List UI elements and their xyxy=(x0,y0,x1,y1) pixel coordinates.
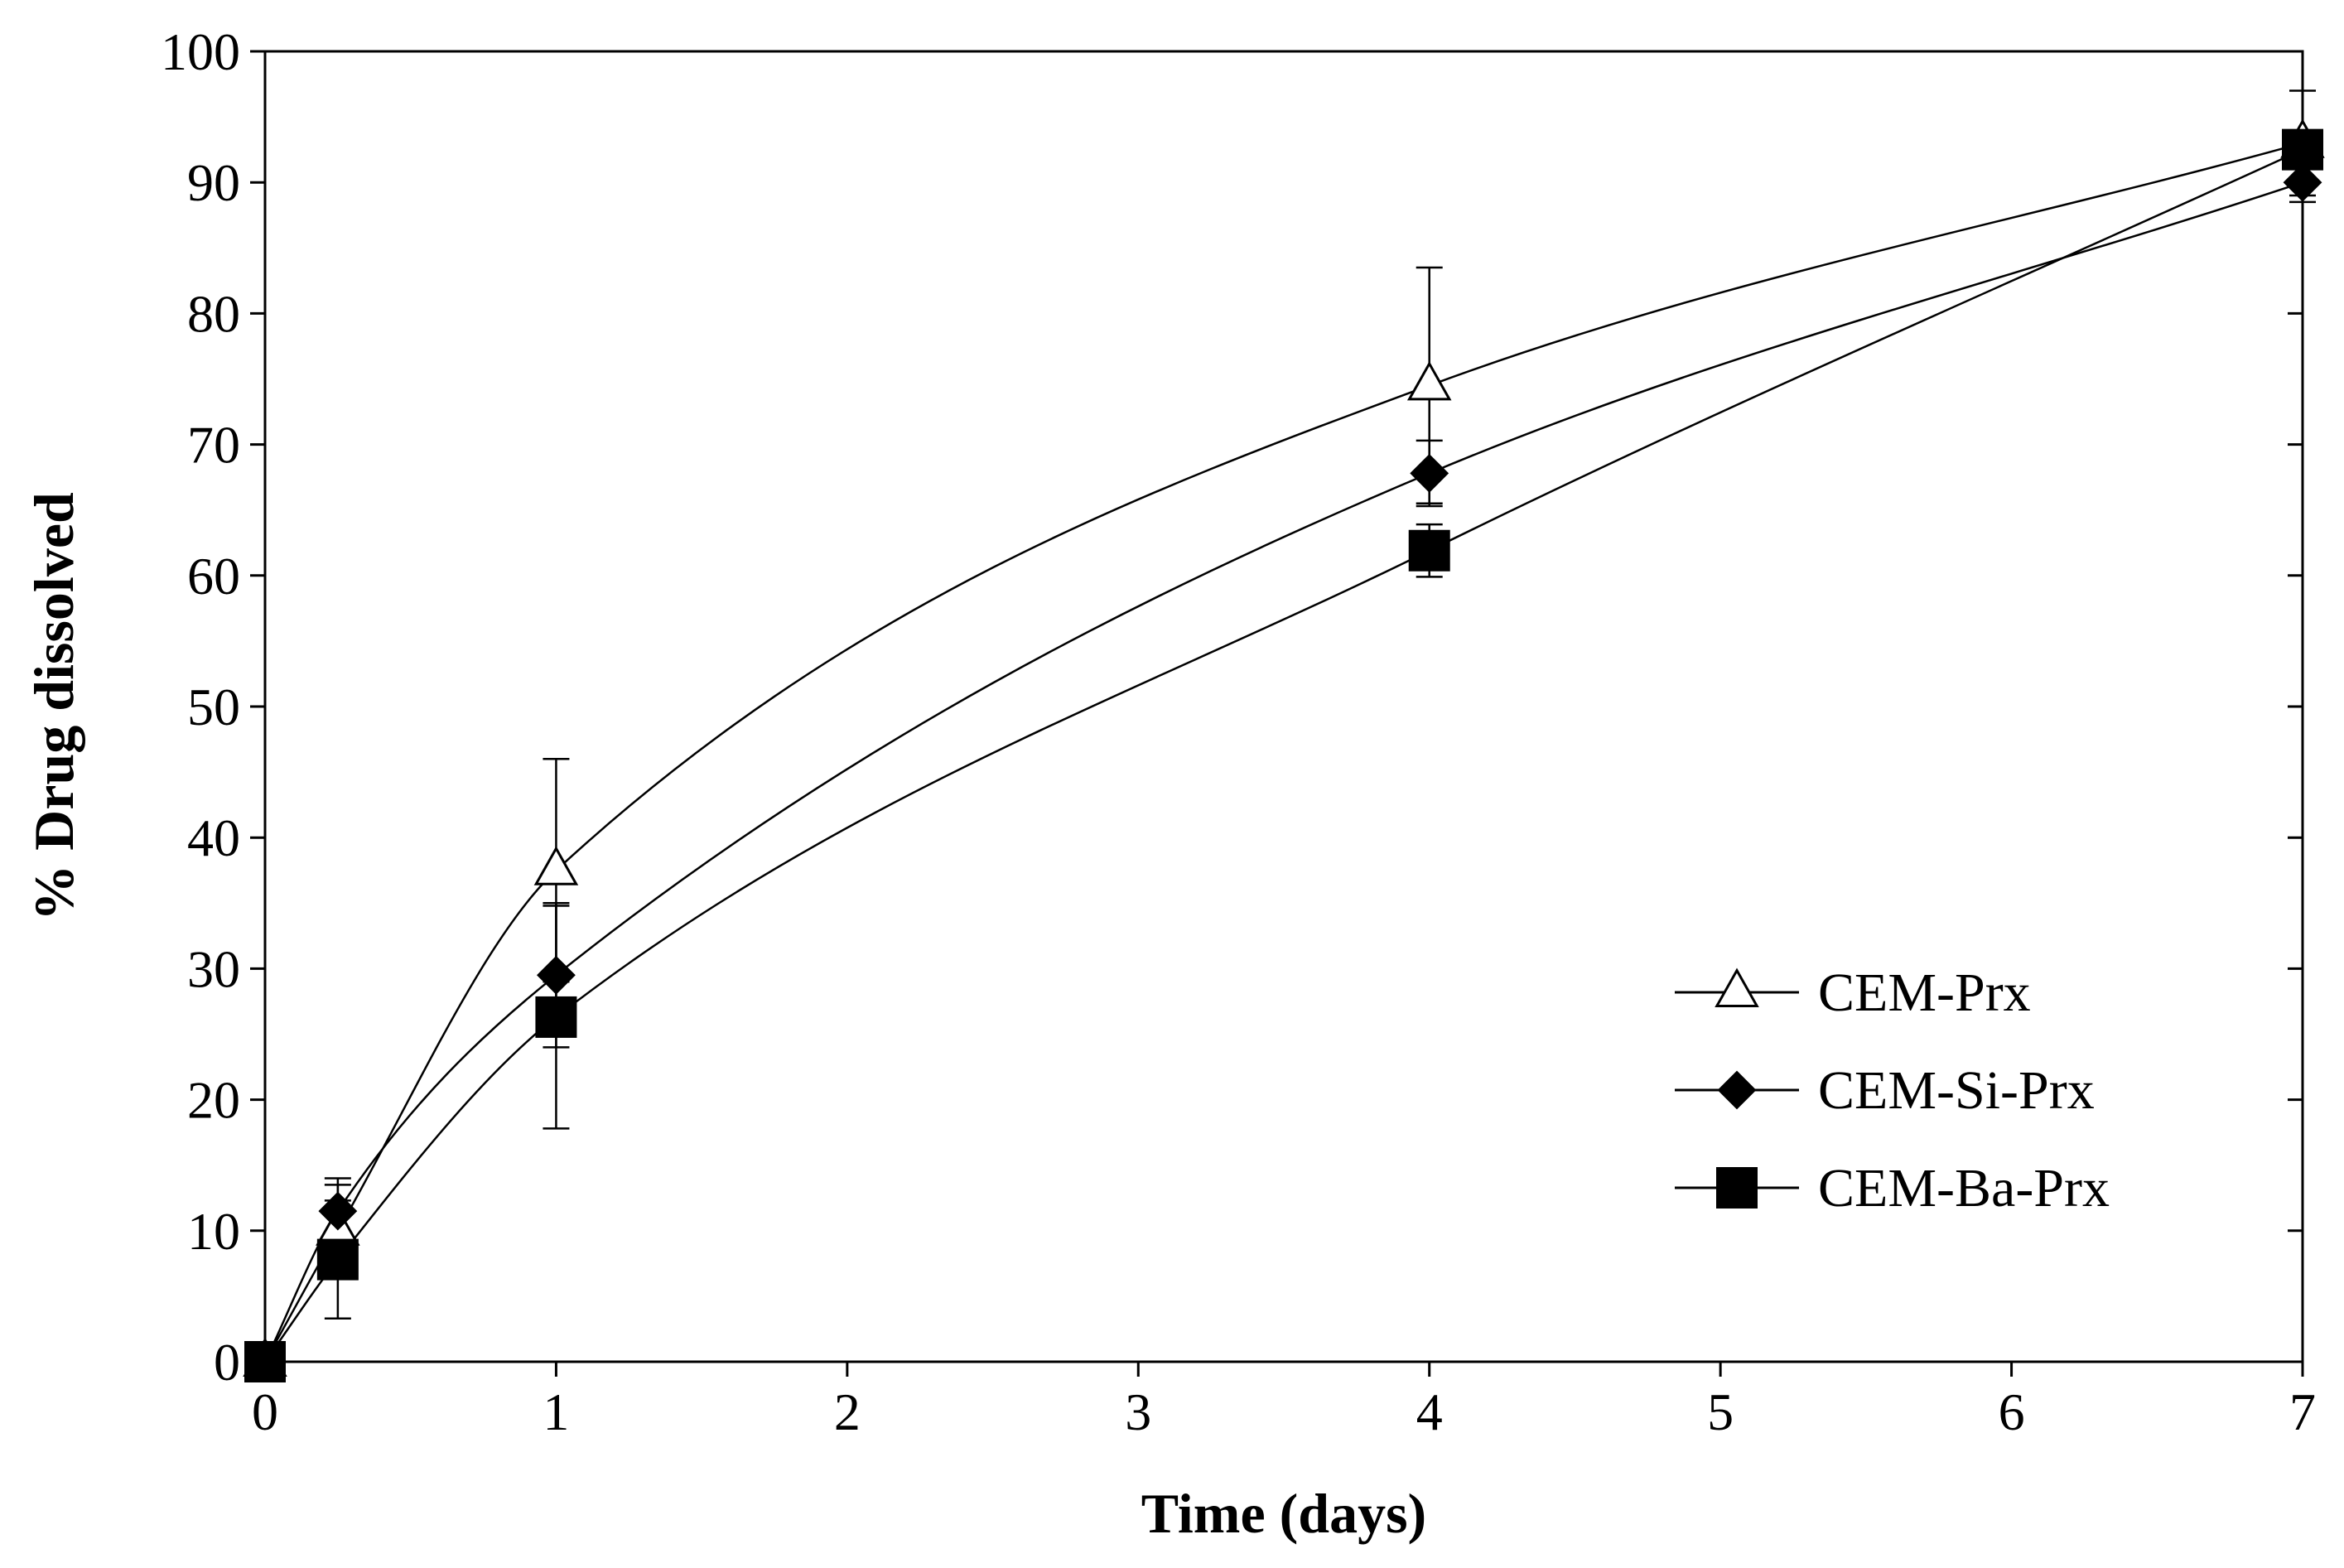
data-point-cem-ba-prx xyxy=(244,1341,286,1382)
y-tick-label: 100 xyxy=(161,22,240,81)
x-tick-label: 1 xyxy=(543,1382,569,1441)
legend-marker-cem-ba-prx xyxy=(1716,1167,1758,1209)
x-tick-label: 4 xyxy=(1416,1382,1443,1441)
y-tick-label: 70 xyxy=(187,416,240,475)
x-tick-label: 5 xyxy=(1707,1382,1734,1441)
data-point-cem-prx xyxy=(533,846,579,885)
y-tick-label: 0 xyxy=(214,1333,240,1392)
data-point-cem-prx xyxy=(1406,360,1452,401)
x-tick-label: 0 xyxy=(252,1382,278,1441)
errors-layer xyxy=(324,89,2316,1320)
markers-layer xyxy=(243,118,2325,1382)
x-tick-label: 6 xyxy=(1999,1382,2025,1441)
x-tick-label: 7 xyxy=(2289,1382,2316,1441)
y-tick-label: 60 xyxy=(187,547,240,605)
legend: CEM-Prx CEM-Si-Prx CEM-Ba-Prx xyxy=(1675,963,2110,1218)
y-tick-label: 50 xyxy=(187,678,240,736)
x-tick-label: 2 xyxy=(834,1382,861,1441)
y-tick-label: 80 xyxy=(187,284,240,343)
legend-label-cem-ba-prx: CEM-Ba-Prx xyxy=(1818,1158,2110,1218)
data-point-cem-si-prx xyxy=(318,1191,358,1231)
data-point-cem-si-prx xyxy=(1410,453,1449,493)
y-tick-label: 10 xyxy=(187,1202,240,1261)
y-tick-label: 40 xyxy=(187,808,240,867)
data-point-cem-ba-prx xyxy=(1408,529,1450,572)
x-axis-title: Time (days) xyxy=(1141,1482,1426,1545)
series-line-cem-ba-prx xyxy=(263,148,2303,1363)
legend-marker-cem-si-prx xyxy=(1717,1070,1757,1110)
series-line-cem-prx xyxy=(263,142,2303,1363)
data-point-cem-ba-prx xyxy=(2282,128,2323,171)
data-point-cem-si-prx xyxy=(537,955,576,995)
legend-marker-cem-prx xyxy=(1715,967,1759,1007)
x-tick-label: 3 xyxy=(1125,1382,1151,1441)
data-point-cem-ba-prx xyxy=(316,1238,359,1281)
data-point-cem-si-prx xyxy=(2283,162,2322,202)
data-point-cem-ba-prx xyxy=(535,996,577,1038)
ticks-layer: 0 10 20 30 40 50 60 70 80 90 100 0 1 2 3 4 5 6 7 xyxy=(161,22,2316,1441)
y-tick-label: 30 xyxy=(187,939,240,998)
y-axis-title: % Drug dissolved xyxy=(22,492,85,921)
y-tick-label: 20 xyxy=(187,1071,240,1130)
y-tick-label: 90 xyxy=(187,153,240,212)
legend-label-cem-prx: CEM-Prx xyxy=(1818,963,2031,1023)
legend-label-cem-si-prx: CEM-Si-Prx xyxy=(1818,1060,2095,1121)
